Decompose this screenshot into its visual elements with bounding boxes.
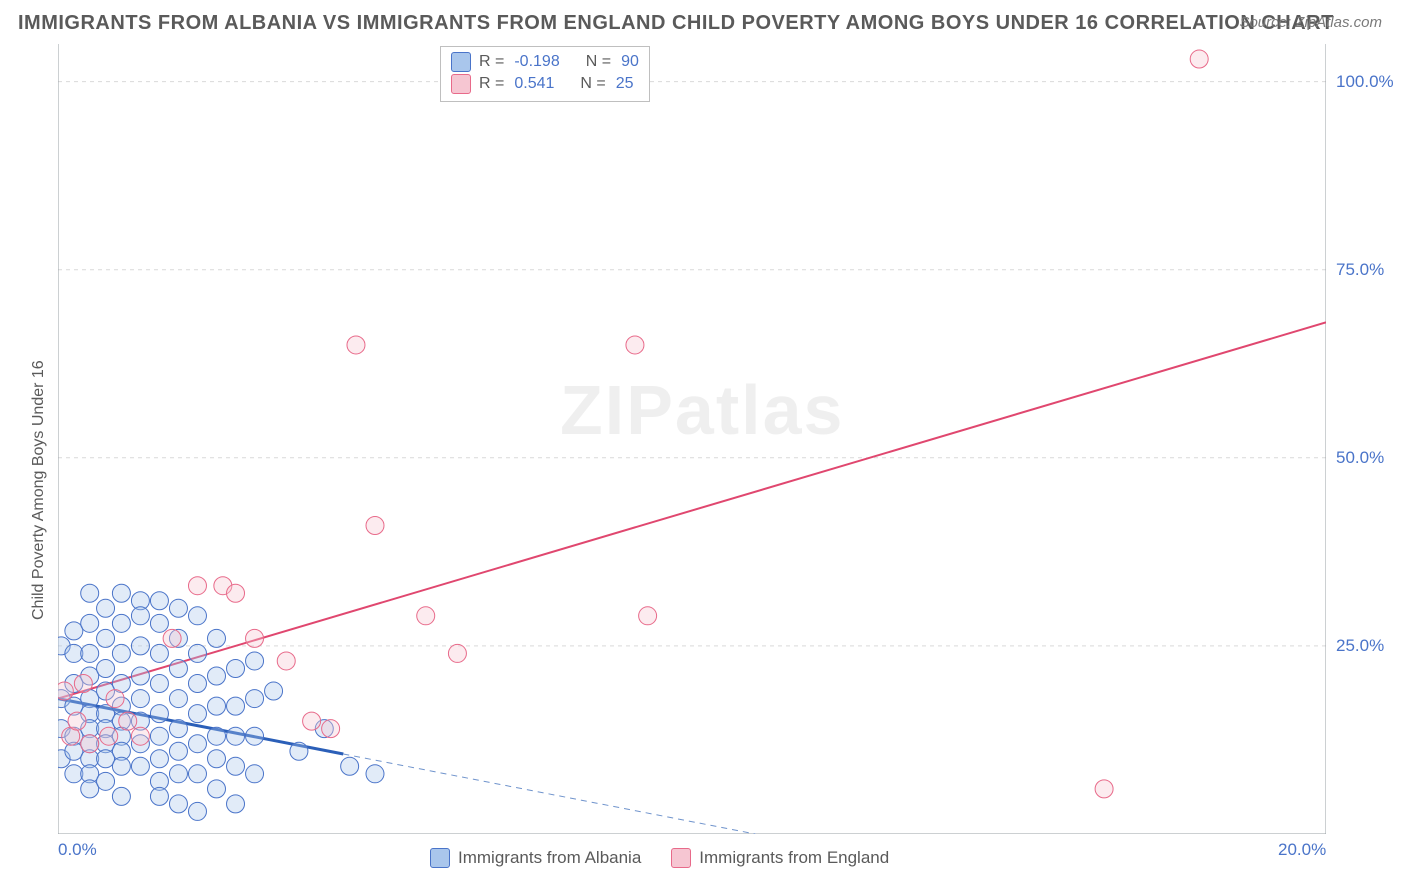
legend-swatch bbox=[451, 52, 471, 72]
y-axis-label: Child Poverty Among Boys Under 16 bbox=[30, 360, 48, 620]
y-tick: 25.0% bbox=[1336, 636, 1384, 656]
legend-swatch bbox=[671, 848, 691, 868]
legend-r-label: R = bbox=[479, 51, 504, 73]
legend-label: Immigrants from England bbox=[699, 848, 889, 868]
legend-r-value: -0.198 bbox=[514, 51, 559, 73]
legend-r-label: R = bbox=[479, 73, 504, 95]
legend-item: Immigrants from Albania bbox=[430, 848, 641, 868]
scatter-plot bbox=[58, 44, 1326, 834]
source-label: Source: ZipAtlas.com bbox=[1239, 14, 1382, 31]
legend-swatch bbox=[451, 74, 471, 94]
correlation-legend: R =-0.198N =90R =0.541N =25 bbox=[440, 46, 650, 102]
legend-r-value: 0.541 bbox=[514, 73, 554, 95]
legend-item: Immigrants from England bbox=[671, 848, 889, 868]
legend-n-value: 90 bbox=[621, 51, 639, 73]
y-tick: 100.0% bbox=[1336, 72, 1394, 92]
legend-swatch bbox=[430, 848, 450, 868]
x-tick: 20.0% bbox=[1278, 840, 1326, 860]
series-legend: Immigrants from Albania Immigrants from E… bbox=[430, 848, 889, 868]
x-tick: 0.0% bbox=[58, 840, 97, 860]
legend-label: Immigrants from Albania bbox=[458, 848, 641, 868]
legend-n-label: N = bbox=[580, 73, 605, 95]
legend-n-value: 25 bbox=[616, 73, 634, 95]
chart-title: IMMIGRANTS FROM ALBANIA VS IMMIGRANTS FR… bbox=[18, 12, 1334, 35]
legend-row: R = -0.198 N = 90 bbox=[451, 51, 639, 73]
y-tick: 50.0% bbox=[1336, 448, 1384, 468]
legend-n-label: N = bbox=[586, 51, 611, 73]
legend-row: R = 0.541 N = 25 bbox=[451, 73, 639, 95]
y-tick: 75.0% bbox=[1336, 260, 1384, 280]
